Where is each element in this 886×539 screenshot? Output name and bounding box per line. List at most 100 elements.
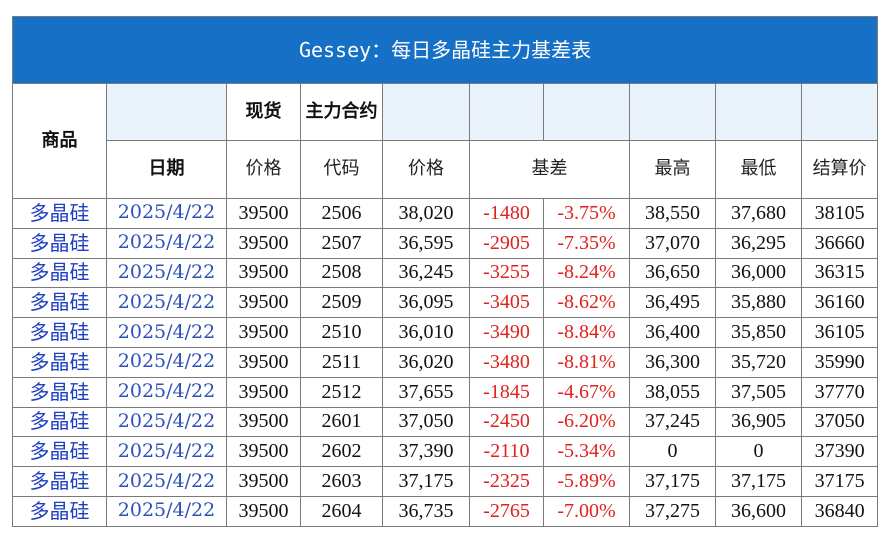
date-cell: 2025/4/22: [106, 317, 227, 348]
date-cell: 2025/4/22: [106, 227, 227, 259]
high-cell: 36,495: [629, 287, 716, 319]
high-cell: 37,070: [629, 227, 716, 259]
contract-code-cell: 2508: [300, 257, 383, 289]
basis-percent-cell: -8.62%: [543, 287, 630, 319]
contract-price-cell: 37,390: [382, 436, 470, 468]
basis-cell: -3255: [469, 257, 544, 289]
spot-price-cell: 39500: [226, 198, 301, 229]
settle-price-cell: 37175: [800, 466, 879, 497]
table-row: 多晶硅 2025/4/22 39500 2508 36,245 -3255 -8.24% 36…: [12, 257, 879, 289]
spot-price-cell: 39500: [226, 495, 301, 527]
product-cell: 多晶硅: [12, 198, 107, 229]
header-low: 最低: [715, 140, 802, 199]
header-product: 商品: [12, 83, 107, 199]
header-price: 价格: [382, 140, 470, 199]
low-cell: 0: [715, 436, 802, 468]
settle-price-cell: 35990: [800, 346, 879, 378]
header-date: 日期: [106, 140, 227, 199]
contract-code-cell: 2512: [300, 376, 383, 408]
basis-cell: -2110: [469, 436, 544, 468]
low-cell: 37,175: [715, 466, 802, 497]
high-cell: 37,275: [629, 495, 716, 527]
settle-price-cell: 36160: [800, 287, 879, 319]
title-row: Gessey：每日多晶硅主力基差表: [11, 16, 879, 84]
header-code: 代码: [300, 140, 383, 199]
contract-code-cell: 2601: [300, 406, 383, 438]
table-row: 多晶硅 2025/4/22 39500 2511 36,020 -3480 -8.81% 36…: [12, 346, 879, 378]
basis-percent-cell: -7.00%: [543, 495, 630, 527]
settle-price-cell: 36840: [800, 495, 879, 527]
contract-code-cell: 2510: [300, 317, 383, 348]
contract-code-cell: 2506: [300, 198, 383, 229]
contract-price-cell: 38,020: [382, 198, 470, 229]
basis-percent-cell: -7.35%: [543, 227, 630, 259]
date-cell: 2025/4/22: [106, 376, 227, 408]
contract-price-cell: 36,010: [382, 317, 470, 348]
spot-price-cell: 39500: [226, 376, 301, 408]
header-blank: [469, 83, 544, 141]
product-cell: 多晶硅: [12, 287, 107, 319]
spot-price-cell: 39500: [226, 346, 301, 378]
product-cell: 多晶硅: [12, 495, 107, 527]
spot-price-cell: 39500: [226, 317, 301, 348]
basis-percent-cell: -5.34%: [543, 436, 630, 468]
header-high: 最高: [629, 140, 716, 199]
high-cell: 0: [629, 436, 716, 468]
basis-cell: -3480: [469, 346, 544, 378]
header-spot-price: 价格: [226, 140, 301, 199]
settle-price-cell: 37050: [800, 406, 879, 438]
date-cell: 2025/4/22: [106, 436, 227, 468]
date-cell: 2025/4/22: [106, 257, 227, 289]
spot-price-cell: 39500: [226, 287, 301, 319]
header-settle: 结算价: [800, 140, 879, 199]
product-cell: 多晶硅: [12, 346, 107, 378]
spot-price-cell: 39500: [226, 227, 301, 259]
header-row-2: 日期 价格 代码 价格 基差 最高 最低 结算价: [13, 140, 879, 199]
low-cell: 37,680: [715, 198, 802, 229]
table-row: 多晶硅 2025/4/22 39500 2510 36,010 -3490 -8.84% 36…: [12, 317, 879, 348]
basis-percent-cell: -6.20%: [543, 406, 630, 438]
basis-cell: -1480: [469, 198, 544, 229]
low-cell: 35,720: [715, 346, 802, 378]
contract-code-cell: 2602: [300, 436, 383, 468]
settle-price-cell: 37390: [800, 436, 879, 468]
header-row-1: 商品 现货 主力合约: [12, 83, 879, 199]
settle-price-cell: 36660: [800, 227, 879, 259]
spot-price-cell: 39500: [226, 436, 301, 468]
date-cell: 2025/4/22: [106, 198, 227, 229]
product-cell: 多晶硅: [12, 406, 107, 438]
table-row: 多晶硅 2025/4/22 39500 2512 37,655 -1845 -4.67% 38…: [12, 376, 879, 408]
spot-price-cell: 39500: [226, 466, 301, 497]
basis-percent-cell: -8.81%: [543, 346, 630, 378]
low-cell: 35,850: [715, 317, 802, 348]
high-cell: 38,055: [629, 376, 716, 408]
table-row: 多晶硅 2025/4/22 39500 2603 37,175 -2325 -5.89% 37…: [12, 466, 879, 497]
header-basis: 基差: [469, 140, 630, 199]
basis-cell: -2325: [469, 466, 544, 497]
contract-price-cell: 37,050: [382, 406, 470, 438]
high-cell: 37,175: [629, 466, 716, 497]
contract-price-cell: 36,020: [382, 346, 470, 378]
high-cell: 37,245: [629, 406, 716, 438]
low-cell: 37,505: [715, 376, 802, 408]
low-cell: 36,905: [715, 406, 802, 438]
spot-price-cell: 39500: [226, 257, 301, 289]
settle-price-cell: 36315: [800, 257, 879, 289]
header-blank: [715, 83, 802, 141]
low-cell: 36,000: [715, 257, 802, 289]
basis-percent-cell: -8.84%: [543, 317, 630, 348]
header-blank: [106, 83, 227, 141]
contract-code-cell: 2507: [300, 227, 383, 259]
basis-table: Gessey：每日多晶硅主力基差表 商品 现货 主力合约 日期 价格 代码 价格…: [11, 16, 879, 527]
table-row: 多晶硅 2025/4/22 39500 2602 37,390 -2110 -5.34% 0 0…: [12, 436, 879, 468]
basis-cell: -2765: [469, 495, 544, 527]
high-cell: 36,300: [629, 346, 716, 378]
product-cell: 多晶硅: [12, 436, 107, 468]
header-blank: [629, 83, 716, 141]
header-blank: [800, 83, 879, 141]
basis-percent-cell: -8.24%: [543, 257, 630, 289]
high-cell: 36,400: [629, 317, 716, 348]
date-cell: 2025/4/22: [106, 406, 227, 438]
contract-price-cell: 36,095: [382, 287, 470, 319]
contract-price-cell: 37,655: [382, 376, 470, 408]
